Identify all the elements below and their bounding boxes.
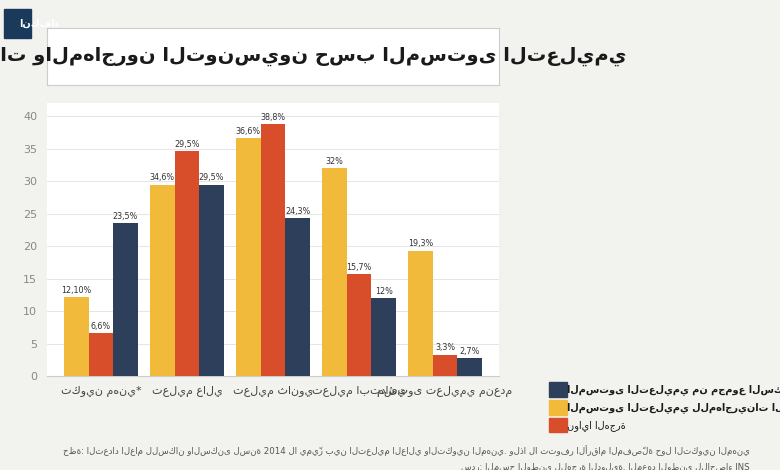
Text: نوايا الهجرة: نوايا الهجرة bbox=[567, 420, 626, 431]
Bar bbox=[4, 9, 31, 38]
Text: 24,3%: 24,3% bbox=[285, 207, 310, 216]
Text: المستوى التعليمي من مجموع السكان: المستوى التعليمي من مجموع السكان bbox=[567, 384, 780, 395]
Text: 38,8%: 38,8% bbox=[261, 113, 285, 122]
Text: 34,6%: 34,6% bbox=[150, 173, 175, 182]
Text: المهاجرات والمهاجرون التونسيون حسب المستوى التعليمي: المهاجرات والمهاجرون التونسيون حسب المست… bbox=[0, 47, 627, 66]
Text: 15,7%: 15,7% bbox=[346, 263, 372, 272]
Text: 36,6%: 36,6% bbox=[236, 127, 261, 136]
Text: 12%: 12% bbox=[374, 287, 392, 296]
Text: انكفاء: انكفاء bbox=[19, 18, 59, 29]
Bar bbox=[371, 298, 396, 376]
Bar bbox=[322, 168, 347, 376]
Bar bbox=[175, 151, 199, 376]
Text: 29,5%: 29,5% bbox=[174, 140, 200, 149]
Text: حظة: التعداد العام للسكان والسكنى لسنة 2014 لا يميّز بين التعليم العالي والتكوين: حظة: التعداد العام للسكان والسكنى لسنة 2… bbox=[63, 445, 750, 456]
Text: 12,10%: 12,10% bbox=[61, 286, 91, 295]
Bar bbox=[549, 418, 567, 432]
Bar bbox=[89, 333, 113, 376]
Bar bbox=[261, 124, 285, 376]
Text: 23,5%: 23,5% bbox=[113, 212, 138, 221]
Bar bbox=[150, 185, 175, 376]
Text: 3,3%: 3,3% bbox=[435, 343, 456, 352]
Text: 6,6%: 6,6% bbox=[90, 321, 111, 330]
Bar bbox=[408, 251, 433, 376]
Bar bbox=[549, 400, 567, 415]
Text: 2,7%: 2,7% bbox=[459, 347, 480, 356]
Bar bbox=[236, 139, 261, 376]
Bar bbox=[433, 354, 457, 376]
Bar bbox=[285, 218, 310, 376]
Text: 19,3%: 19,3% bbox=[408, 239, 433, 248]
Bar bbox=[113, 223, 138, 376]
Bar bbox=[457, 359, 482, 376]
Bar bbox=[64, 298, 89, 376]
Text: سدر: المسح الوطني للهجرة الدولية. المعهد الوطني للإحصاء INS: سدر: المسح الوطني للهجرة الدولية. المعهد… bbox=[462, 463, 750, 470]
Bar bbox=[347, 274, 371, 376]
Bar bbox=[549, 383, 567, 397]
Bar bbox=[199, 185, 224, 376]
Text: 32%: 32% bbox=[325, 157, 343, 166]
Text: المستوى التعليمي للمهاجرين‌ات التونسيين: المستوى التعليمي للمهاجرين‌ات التونسيين bbox=[567, 402, 780, 413]
Text: 29,5%: 29,5% bbox=[199, 173, 225, 182]
